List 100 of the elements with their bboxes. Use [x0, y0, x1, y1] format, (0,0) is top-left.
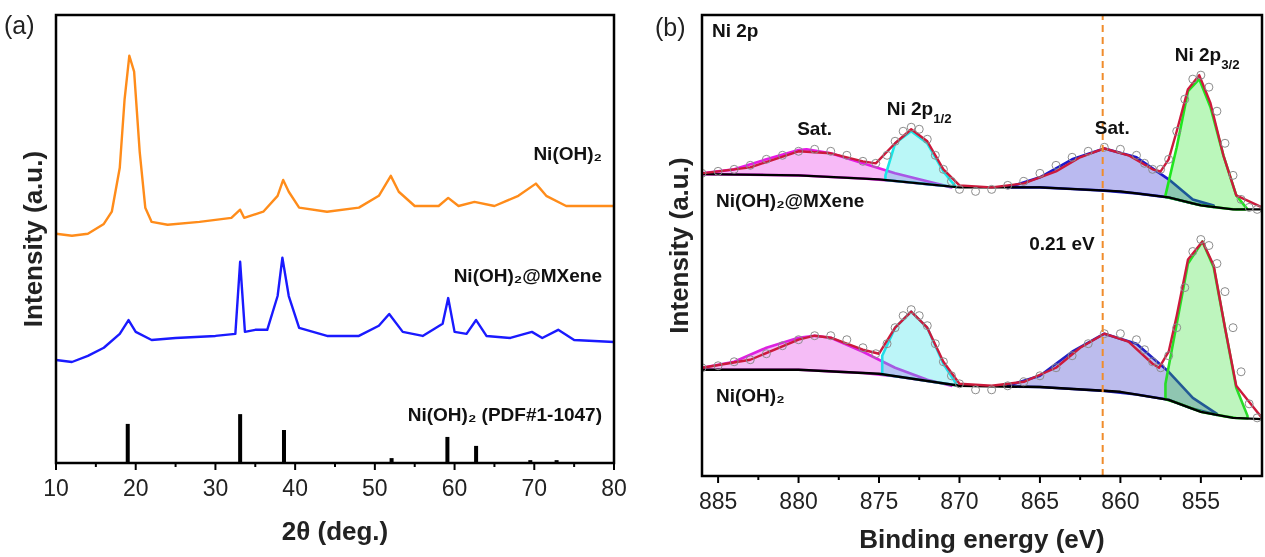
point [777, 150, 787, 160]
ref-line-label: 0.21 eV [1029, 232, 1096, 254]
point [1140, 158, 1150, 168]
point [890, 136, 900, 146]
point [1196, 70, 1206, 80]
y-axis-title: Intensity (a.u.) [664, 157, 694, 334]
point [1220, 138, 1230, 148]
point [930, 150, 940, 160]
point [1236, 194, 1246, 204]
point [1115, 329, 1125, 339]
point [842, 335, 852, 345]
x-tick-label: 10 [43, 475, 69, 501]
point [1228, 323, 1238, 333]
point [938, 164, 948, 174]
point [1148, 357, 1158, 367]
point [1164, 351, 1174, 361]
point [987, 184, 997, 194]
point [729, 164, 739, 174]
point [1148, 164, 1158, 174]
chart-title: (a) [4, 11, 35, 39]
point [971, 385, 981, 395]
series-label: Ni(OH)₂ [716, 384, 785, 406]
point [1180, 283, 1190, 293]
point [871, 158, 881, 168]
x-tick-label: 20 [122, 475, 149, 501]
point [1067, 152, 1077, 162]
point [1236, 367, 1246, 377]
point [922, 321, 932, 331]
x-tick-label: 50 [362, 475, 388, 501]
point [1083, 339, 1093, 349]
point [1220, 287, 1230, 297]
point [914, 124, 924, 134]
point [914, 311, 924, 321]
point [871, 349, 881, 359]
point [1156, 363, 1166, 373]
point [1115, 144, 1125, 154]
point [930, 339, 940, 349]
point [1212, 259, 1222, 269]
point [1051, 160, 1061, 170]
x-tick-label: 30 [202, 475, 229, 501]
point [1204, 241, 1214, 250]
point [794, 146, 804, 156]
point [842, 150, 852, 160]
x-axis-title: 2θ (deg.) [281, 516, 389, 546]
point [745, 160, 755, 170]
annotation: Sat. [797, 118, 833, 140]
annotation: Ni 2p$_{1/2}$ [886, 98, 952, 126]
point [1180, 94, 1190, 104]
point [1099, 142, 1109, 152]
point [954, 379, 964, 389]
point [987, 385, 997, 395]
chart-title: (b) [655, 13, 686, 41]
point [858, 156, 868, 166]
point [1019, 377, 1029, 387]
point [938, 357, 948, 367]
point [1003, 180, 1013, 190]
x-tick-label: 860 [1101, 488, 1140, 514]
point [1212, 106, 1222, 116]
text: Ni 2p [712, 20, 759, 41]
x-tick-label: 865 [1020, 488, 1060, 514]
point [713, 166, 723, 176]
series-label: Ni(OH)₂ [533, 142, 602, 164]
point [898, 311, 908, 321]
point [946, 176, 956, 186]
point [1172, 126, 1182, 136]
point [761, 349, 771, 359]
point [745, 355, 755, 365]
x-tick-label: 870 [940, 488, 979, 514]
point [1196, 234, 1206, 244]
point [1244, 202, 1254, 212]
point [1172, 323, 1182, 333]
series-label: Ni(OH)₂@MXene [453, 265, 602, 287]
point [1140, 345, 1150, 355]
point [954, 184, 964, 194]
x-tick-label: 875 [859, 488, 899, 514]
point [922, 134, 932, 144]
point [898, 126, 908, 136]
y-axis-title: Intensity (a.u.) [18, 150, 48, 328]
point [1188, 74, 1198, 84]
point [1003, 381, 1013, 391]
point [810, 144, 820, 154]
point [777, 341, 787, 351]
point [882, 339, 892, 349]
point [1019, 176, 1029, 186]
point [1035, 168, 1045, 178]
point [1099, 329, 1109, 339]
point [1131, 335, 1141, 345]
point [1244, 399, 1254, 409]
x-tick-label: 855 [1181, 488, 1221, 514]
point [826, 146, 836, 156]
x-tick-label: 880 [779, 488, 818, 514]
point [1067, 351, 1077, 361]
point [1035, 371, 1045, 381]
point [1252, 204, 1262, 214]
x-tick-label: 885 [698, 488, 738, 514]
point [906, 122, 916, 132]
point [882, 150, 892, 160]
x-tick-label: 80 [601, 475, 627, 501]
annotation: Sat. [1094, 117, 1130, 139]
series-label: Ni(OH)₂@MXene [716, 190, 865, 212]
